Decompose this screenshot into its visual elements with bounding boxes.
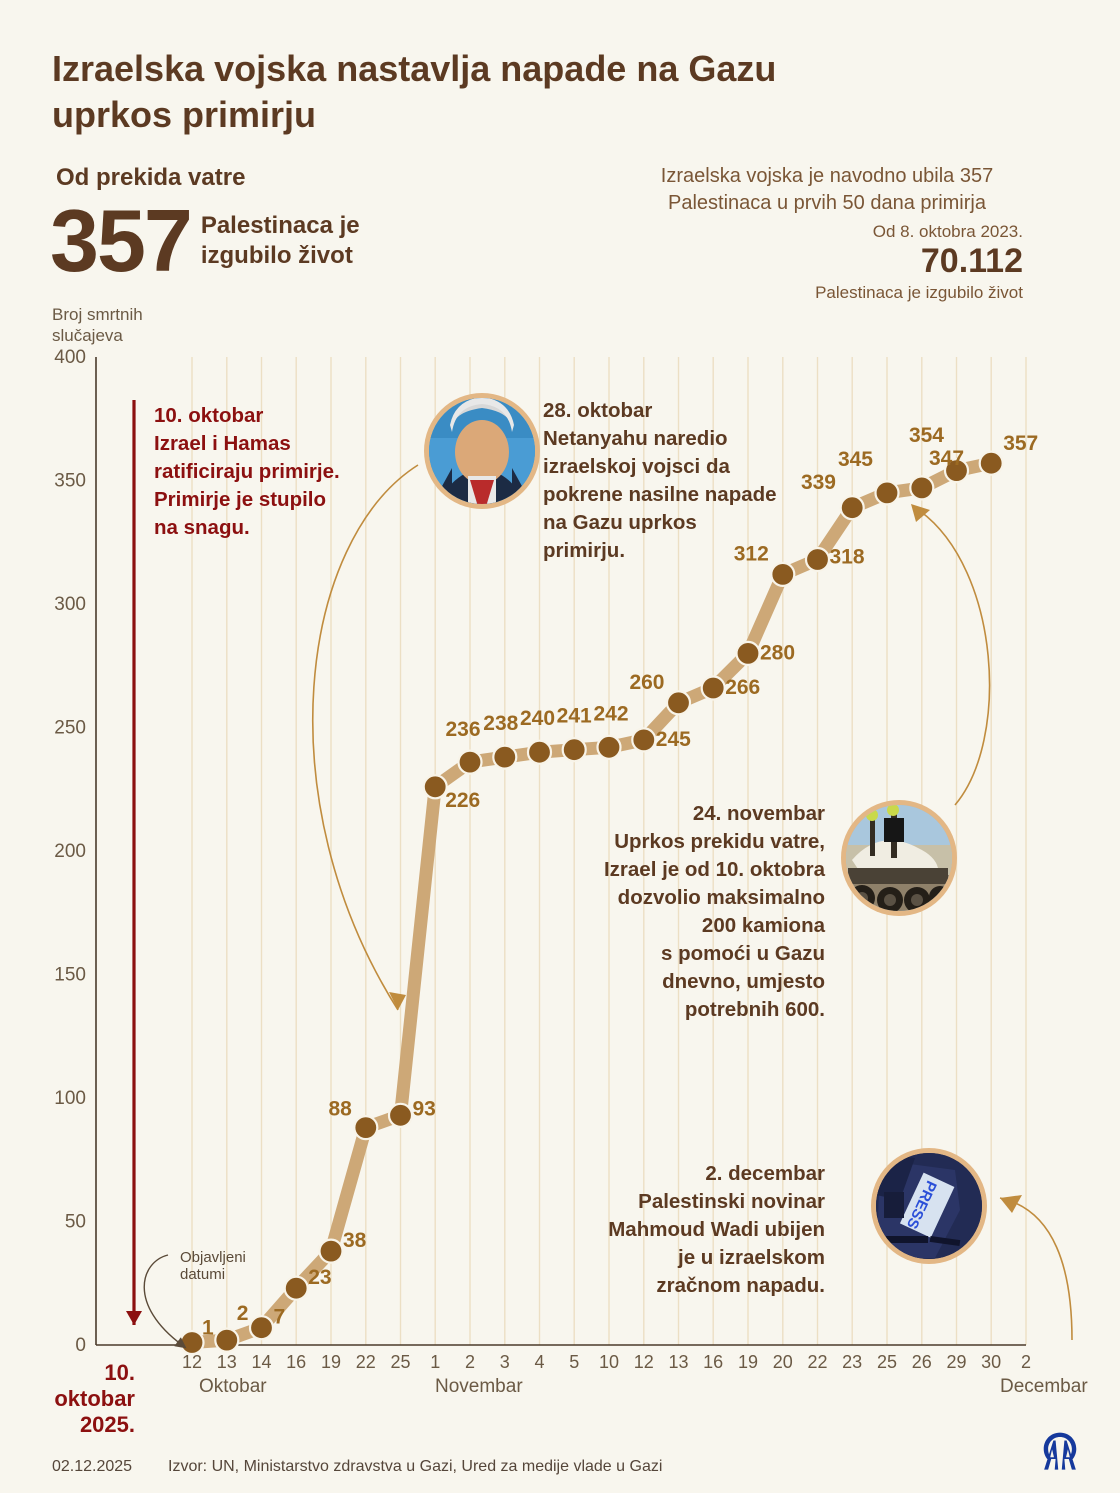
svg-text:250: 250 xyxy=(54,718,86,739)
svg-text:200: 200 xyxy=(54,841,86,862)
svg-text:7: 7 xyxy=(274,1306,286,1329)
svg-text:100: 100 xyxy=(54,1088,86,1109)
svg-text:primirju.: primirju. xyxy=(543,539,625,562)
svg-text:Primirje je stupilo: Primirje je stupilo xyxy=(154,488,326,511)
svg-text:30: 30 xyxy=(981,1352,1001,1372)
svg-text:266: 266 xyxy=(725,676,760,699)
svg-text:16: 16 xyxy=(286,1352,306,1372)
svg-text:Palestinski novinar: Palestinski novinar xyxy=(638,1190,825,1213)
svg-text:je u izraelskom: je u izraelskom xyxy=(677,1246,825,1269)
svg-text:zračnom napadu.: zračnom napadu. xyxy=(656,1274,825,1297)
svg-text:10. oktobar: 10. oktobar xyxy=(154,404,263,427)
svg-text:3: 3 xyxy=(500,1352,510,1372)
svg-text:na Gazu uprkos: na Gazu uprkos xyxy=(543,511,697,534)
svg-text:245: 245 xyxy=(656,728,691,751)
svg-text:Netanyahu naredio: Netanyahu naredio xyxy=(543,427,728,450)
svg-text:38: 38 xyxy=(343,1229,367,1252)
svg-text:oktobar: oktobar xyxy=(54,1386,135,1411)
svg-text:88: 88 xyxy=(328,1098,352,1121)
svg-text:200 kamiona: 200 kamiona xyxy=(702,914,826,937)
svg-text:13: 13 xyxy=(668,1352,688,1372)
svg-text:2: 2 xyxy=(465,1352,475,1372)
svg-text:20: 20 xyxy=(773,1352,793,1372)
svg-text:240: 240 xyxy=(520,707,555,730)
svg-text:Novembar: Novembar xyxy=(435,1376,523,1397)
svg-text:dozvolio maksimalno: dozvolio maksimalno xyxy=(618,886,825,909)
svg-text:10.: 10. xyxy=(104,1360,135,1385)
svg-text:318: 318 xyxy=(830,546,865,569)
svg-text:50: 50 xyxy=(65,1212,86,1233)
svg-text:0: 0 xyxy=(75,1335,86,1356)
svg-text:datumi: datumi xyxy=(180,1266,225,1283)
svg-text:339: 339 xyxy=(801,471,836,494)
svg-text:12: 12 xyxy=(182,1352,202,1372)
svg-text:s pomoći u Gazu: s pomoći u Gazu xyxy=(661,942,825,965)
svg-text:2025.: 2025. xyxy=(80,1412,135,1437)
svg-text:1: 1 xyxy=(202,1317,214,1340)
svg-text:350: 350 xyxy=(54,471,86,492)
svg-text:pokrene nasilne napade: pokrene nasilne napade xyxy=(543,483,777,506)
svg-text:na snagu.: na snagu. xyxy=(154,516,250,539)
svg-text:Izrael i Hamas: Izrael i Hamas xyxy=(154,432,291,455)
svg-text:19: 19 xyxy=(321,1352,341,1372)
svg-text:29: 29 xyxy=(946,1352,966,1372)
svg-text:354: 354 xyxy=(909,424,944,447)
svg-text:300: 300 xyxy=(54,594,86,615)
svg-text:2. decembar: 2. decembar xyxy=(705,1162,825,1185)
svg-text:24. novembar: 24. novembar xyxy=(693,802,825,825)
svg-text:16: 16 xyxy=(703,1352,723,1372)
svg-text:14: 14 xyxy=(251,1352,271,1372)
svg-text:dnevno, umjesto: dnevno, umjesto xyxy=(662,970,825,993)
svg-text:13: 13 xyxy=(217,1352,237,1372)
svg-text:2: 2 xyxy=(237,1302,249,1325)
svg-text:357: 357 xyxy=(1003,432,1038,455)
svg-text:400: 400 xyxy=(54,347,86,368)
svg-text:280: 280 xyxy=(760,641,795,664)
svg-text:Uprkos prekidu vatre,: Uprkos prekidu vatre, xyxy=(614,830,825,853)
svg-text:Izrael je od 10. oktobra: Izrael je od 10. oktobra xyxy=(604,858,826,881)
svg-text:1: 1 xyxy=(430,1352,440,1372)
svg-text:238: 238 xyxy=(483,712,518,735)
svg-text:Decembar: Decembar xyxy=(1000,1376,1088,1397)
svg-text:150: 150 xyxy=(54,965,86,986)
svg-text:260: 260 xyxy=(629,671,664,694)
svg-text:izraelskoj vojsci da: izraelskoj vojsci da xyxy=(543,455,730,478)
svg-text:19: 19 xyxy=(738,1352,758,1372)
svg-text:241: 241 xyxy=(557,705,592,728)
svg-text:Oktobar: Oktobar xyxy=(199,1376,267,1397)
svg-text:347: 347 xyxy=(929,447,964,470)
svg-text:93: 93 xyxy=(413,1097,436,1120)
svg-text:28. oktobar: 28. oktobar xyxy=(543,399,652,422)
svg-text:12: 12 xyxy=(634,1352,654,1372)
svg-text:22: 22 xyxy=(356,1352,376,1372)
svg-text:ratificiraju primirje.: ratificiraju primirje. xyxy=(154,460,340,483)
svg-text:22: 22 xyxy=(807,1352,827,1372)
svg-text:Mahmoud Wadi ubijen: Mahmoud Wadi ubijen xyxy=(608,1218,825,1241)
svg-text:25: 25 xyxy=(390,1352,410,1372)
svg-text:226: 226 xyxy=(445,789,480,812)
svg-text:23: 23 xyxy=(308,1266,331,1289)
svg-text:4: 4 xyxy=(534,1352,544,1372)
svg-text:345: 345 xyxy=(838,448,873,471)
svg-text:236: 236 xyxy=(445,718,480,741)
svg-text:potrebnih 600.: potrebnih 600. xyxy=(685,998,825,1021)
svg-text:23: 23 xyxy=(842,1352,862,1372)
svg-text:Objavljeni: Objavljeni xyxy=(180,1249,246,1266)
svg-text:26: 26 xyxy=(912,1352,932,1372)
svg-text:10: 10 xyxy=(599,1352,619,1372)
svg-text:2: 2 xyxy=(1021,1352,1031,1372)
svg-text:5: 5 xyxy=(569,1352,579,1372)
svg-text:242: 242 xyxy=(593,702,628,725)
svg-text:25: 25 xyxy=(877,1352,897,1372)
svg-text:312: 312 xyxy=(734,542,769,565)
